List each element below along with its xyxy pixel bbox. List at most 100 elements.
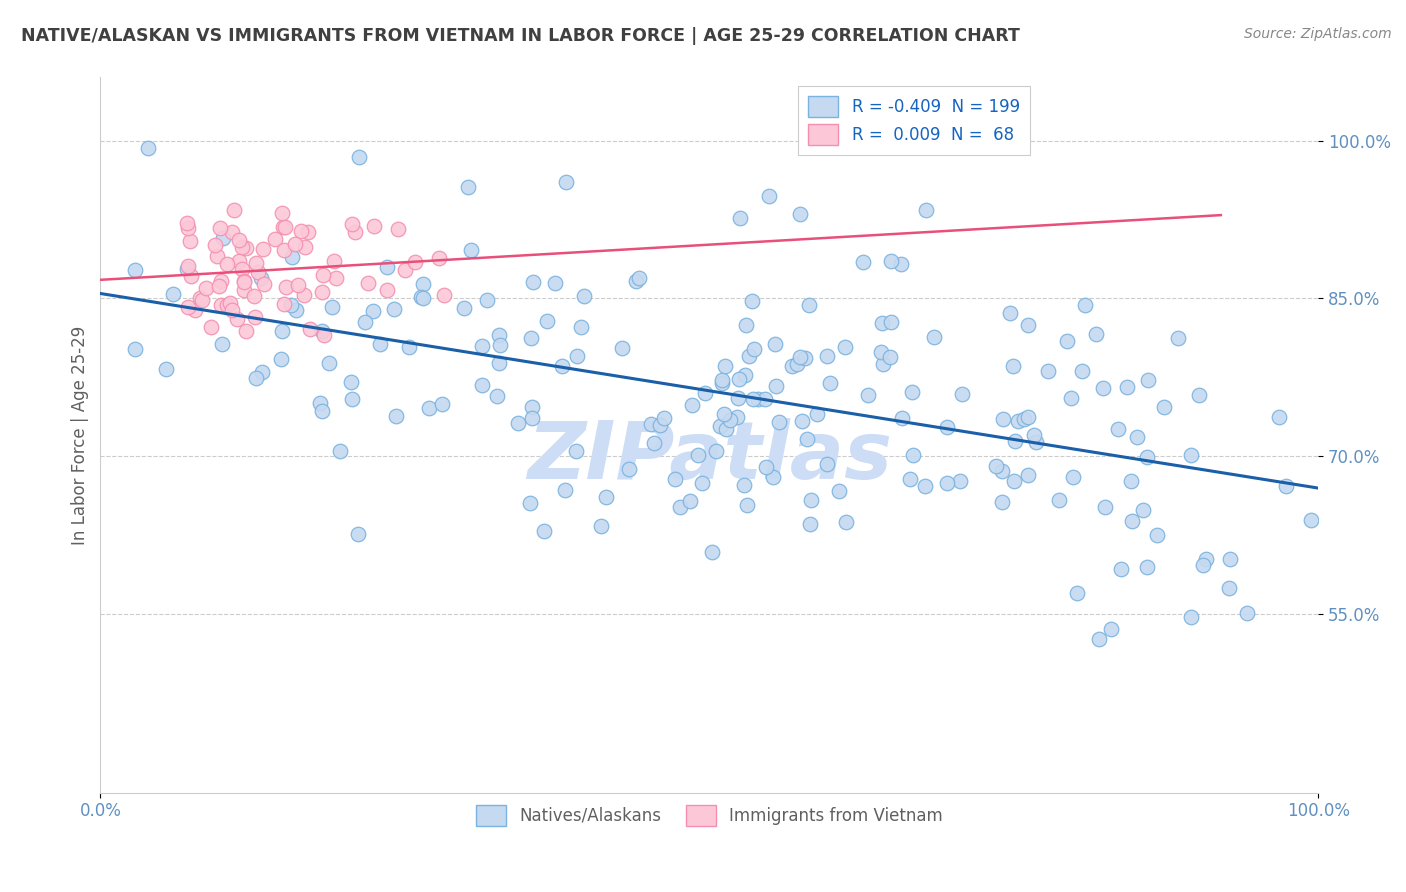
Point <box>1218 581 1240 595</box>
Point <box>249 271 271 285</box>
Point <box>311 268 333 282</box>
Point <box>418 401 440 415</box>
Point <box>1071 364 1094 378</box>
Point <box>231 240 253 254</box>
Point <box>915 203 938 218</box>
Point <box>176 221 198 235</box>
Point <box>274 280 297 294</box>
Point <box>308 396 330 410</box>
Point <box>610 341 633 355</box>
Point <box>245 371 267 385</box>
Point <box>488 356 510 370</box>
Point <box>799 297 821 311</box>
Point <box>880 254 903 268</box>
Point <box>820 376 842 390</box>
Point <box>297 225 319 239</box>
Point <box>253 277 276 292</box>
Point <box>1107 422 1129 436</box>
Point <box>763 337 786 351</box>
Point <box>789 350 811 364</box>
Point <box>457 180 479 194</box>
Point <box>176 216 198 230</box>
Point <box>690 475 713 490</box>
Point <box>755 459 778 474</box>
Point <box>718 413 741 427</box>
Point <box>394 262 416 277</box>
Point <box>195 280 218 294</box>
Point <box>1126 430 1149 444</box>
Point <box>1219 552 1241 566</box>
Point <box>922 330 945 344</box>
Point <box>264 232 287 246</box>
Point <box>806 408 828 422</box>
Point <box>354 315 377 329</box>
Point <box>950 387 973 401</box>
Legend: Natives/Alaskans, Immigrants from Vietnam: Natives/Alaskans, Immigrants from Vietna… <box>467 797 952 834</box>
Point <box>815 457 838 471</box>
Point <box>519 496 541 510</box>
Point <box>890 411 912 425</box>
Point <box>869 345 891 359</box>
Point <box>786 357 808 371</box>
Point <box>339 375 361 389</box>
Point <box>124 262 146 277</box>
Point <box>734 368 756 382</box>
Point <box>681 398 703 412</box>
Point <box>554 483 576 497</box>
Point <box>1004 474 1026 488</box>
Point <box>935 420 957 434</box>
Point <box>800 493 823 508</box>
Point <box>245 256 267 270</box>
Point <box>852 255 875 269</box>
Point <box>349 150 371 164</box>
Point <box>232 275 254 289</box>
Point <box>1136 450 1159 465</box>
Point <box>475 293 498 307</box>
Point <box>387 221 409 235</box>
Point <box>1136 560 1159 574</box>
Point <box>204 237 226 252</box>
Point <box>1167 331 1189 345</box>
Point <box>412 277 434 292</box>
Point <box>211 336 233 351</box>
Point <box>271 324 294 338</box>
Point <box>949 474 972 488</box>
Point <box>898 472 921 486</box>
Point <box>856 387 879 401</box>
Point <box>1036 364 1059 378</box>
Point <box>991 464 1014 478</box>
Point <box>799 517 821 532</box>
Point <box>595 490 617 504</box>
Point <box>991 412 1014 426</box>
Point <box>284 236 307 251</box>
Point <box>522 275 544 289</box>
Point <box>311 285 333 299</box>
Point <box>311 324 333 338</box>
Point <box>404 255 426 269</box>
Point <box>768 415 790 429</box>
Point <box>453 301 475 315</box>
Point <box>790 414 813 428</box>
Point <box>834 340 856 354</box>
Point <box>368 336 391 351</box>
Point <box>294 240 316 254</box>
Point <box>1099 622 1122 636</box>
Point <box>650 417 672 432</box>
Point <box>794 351 817 365</box>
Point <box>232 283 254 297</box>
Point <box>735 318 758 333</box>
Point <box>880 315 903 329</box>
Point <box>427 252 450 266</box>
Point <box>1132 503 1154 517</box>
Point <box>177 300 200 314</box>
Point <box>124 343 146 357</box>
Point <box>1192 558 1215 572</box>
Point <box>311 404 333 418</box>
Point <box>215 256 238 270</box>
Point <box>222 202 245 217</box>
Point <box>225 312 247 326</box>
Point <box>1066 585 1088 599</box>
Point <box>235 241 257 255</box>
Point <box>1022 427 1045 442</box>
Text: ZIPatlas: ZIPatlas <box>527 417 891 495</box>
